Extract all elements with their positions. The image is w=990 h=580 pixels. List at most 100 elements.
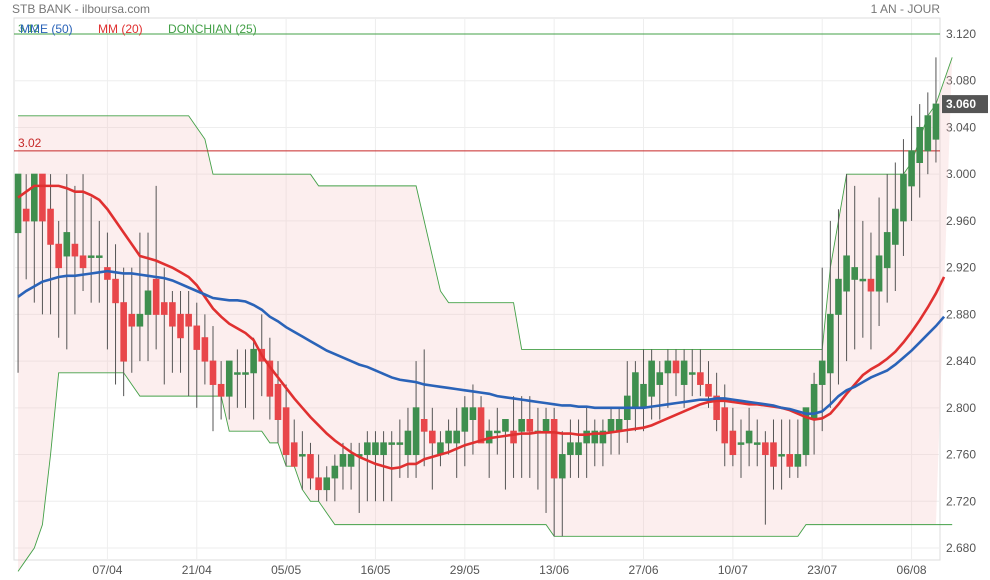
- candle-body[interactable]: [753, 442, 761, 445]
- candle-body[interactable]: [307, 454, 314, 479]
- candle-body[interactable]: [71, 243, 79, 257]
- candle-body[interactable]: [47, 208, 54, 245]
- candle-body[interactable]: [770, 442, 777, 467]
- candle-body[interactable]: [120, 302, 127, 362]
- candle-body[interactable]: [818, 360, 826, 385]
- candle-body[interactable]: [713, 395, 720, 420]
- candle-body[interactable]: [542, 419, 550, 432]
- candle-body[interactable]: [583, 430, 590, 444]
- candle-body[interactable]: [851, 267, 859, 280]
- candle-body[interactable]: [900, 173, 907, 222]
- candle-body[interactable]: [201, 337, 209, 362]
- candle-body[interactable]: [640, 383, 647, 409]
- candle-body[interactable]: [323, 477, 331, 491]
- candle-body[interactable]: [63, 232, 71, 257]
- candle-body[interactable]: [680, 360, 688, 385]
- candle-body[interactable]: [347, 454, 355, 467]
- candle-body[interactable]: [469, 407, 477, 420]
- candle-body[interactable]: [185, 313, 192, 327]
- candle-body[interactable]: [55, 243, 62, 269]
- candle-body[interactable]: [729, 430, 737, 456]
- candle-body[interactable]: [217, 383, 225, 397]
- candle-body[interactable]: [558, 454, 566, 479]
- candle-body[interactable]: [794, 454, 802, 467]
- candle-body[interactable]: [144, 290, 152, 315]
- candle-body[interactable]: [364, 442, 371, 456]
- candle-body[interactable]: [128, 313, 136, 327]
- candle-body[interactable]: [550, 419, 558, 479]
- candle-body[interactable]: [104, 267, 111, 280]
- candle-body[interactable]: [453, 430, 460, 444]
- candle-body[interactable]: [177, 313, 184, 339]
- candle-body[interactable]: [567, 442, 574, 456]
- candle-body[interactable]: [274, 383, 282, 421]
- candle-body[interactable]: [420, 419, 428, 432]
- candle-body[interactable]: [136, 313, 144, 327]
- candle-body[interactable]: [827, 313, 834, 374]
- candle-body[interactable]: [843, 255, 850, 292]
- candle-body[interactable]: [591, 430, 599, 444]
- candle-body[interactable]: [721, 407, 729, 444]
- candle-body[interactable]: [932, 103, 940, 140]
- candle-body[interactable]: [339, 454, 347, 467]
- candle-body[interactable]: [632, 372, 639, 409]
- candle-body[interactable]: [615, 419, 623, 432]
- candle-body[interactable]: [908, 150, 915, 187]
- candle-body[interactable]: [526, 419, 534, 432]
- candle-body[interactable]: [892, 208, 899, 245]
- candle-body[interactable]: [477, 407, 485, 444]
- candle-body[interactable]: [762, 442, 769, 456]
- candle-body[interactable]: [14, 173, 22, 234]
- candle-body[interactable]: [250, 348, 257, 374]
- candle-body[interactable]: [79, 255, 87, 269]
- candle-body[interactable]: [688, 372, 696, 375]
- candle-body[interactable]: [494, 430, 501, 434]
- candle-body[interactable]: [112, 278, 119, 304]
- candle-body[interactable]: [242, 372, 249, 375]
- candle-body[interactable]: [299, 454, 306, 457]
- candle-body[interactable]: [95, 255, 103, 258]
- candle-body[interactable]: [502, 419, 509, 432]
- candle-body[interactable]: [697, 372, 704, 385]
- candle-body[interactable]: [372, 442, 379, 456]
- candle-body[interactable]: [429, 430, 436, 444]
- candle-body[interactable]: [396, 442, 404, 445]
- candle-body[interactable]: [875, 255, 883, 292]
- candle-body[interactable]: [404, 430, 412, 456]
- candle-body[interactable]: [388, 442, 396, 445]
- candle-body[interactable]: [883, 232, 891, 269]
- candle-body[interactable]: [867, 278, 875, 292]
- candle-body[interactable]: [87, 255, 95, 258]
- candle-body[interactable]: [290, 442, 298, 467]
- candle-body[interactable]: [802, 407, 810, 456]
- candle-body[interactable]: [225, 360, 233, 397]
- candle-body[interactable]: [672, 360, 680, 374]
- candle-body[interactable]: [778, 454, 785, 457]
- candle-body[interactable]: [331, 465, 339, 479]
- candle-body[interactable]: [380, 442, 387, 456]
- legend-donchian[interactable]: DONCHIAN (25): [168, 22, 257, 36]
- candle-body[interactable]: [656, 372, 664, 385]
- candle-body[interactable]: [924, 115, 932, 152]
- candle-body[interactable]: [31, 173, 38, 222]
- candle-body[interactable]: [152, 278, 160, 315]
- candle-body[interactable]: [859, 278, 867, 282]
- candle-body[interactable]: [737, 442, 745, 445]
- candle-body[interactable]: [169, 302, 176, 327]
- candle-body[interactable]: [648, 360, 655, 397]
- candle-body[interactable]: [518, 419, 525, 432]
- candle-body[interactable]: [599, 430, 607, 444]
- candle-body[interactable]: [835, 278, 842, 315]
- candle-body[interactable]: [22, 208, 30, 222]
- candle-body[interactable]: [461, 407, 469, 432]
- legend-mm20[interactable]: MM (20): [98, 22, 143, 36]
- candle-body[interactable]: [445, 430, 452, 444]
- candle-body[interactable]: [412, 407, 420, 456]
- candle-body[interactable]: [510, 430, 517, 444]
- candle-body[interactable]: [786, 454, 794, 467]
- candle-body[interactable]: [266, 360, 274, 397]
- legend-mme50[interactable]: MME (50): [20, 22, 73, 36]
- candle-body[interactable]: [607, 419, 615, 432]
- candle-body[interactable]: [745, 430, 753, 444]
- candle-body[interactable]: [315, 477, 322, 491]
